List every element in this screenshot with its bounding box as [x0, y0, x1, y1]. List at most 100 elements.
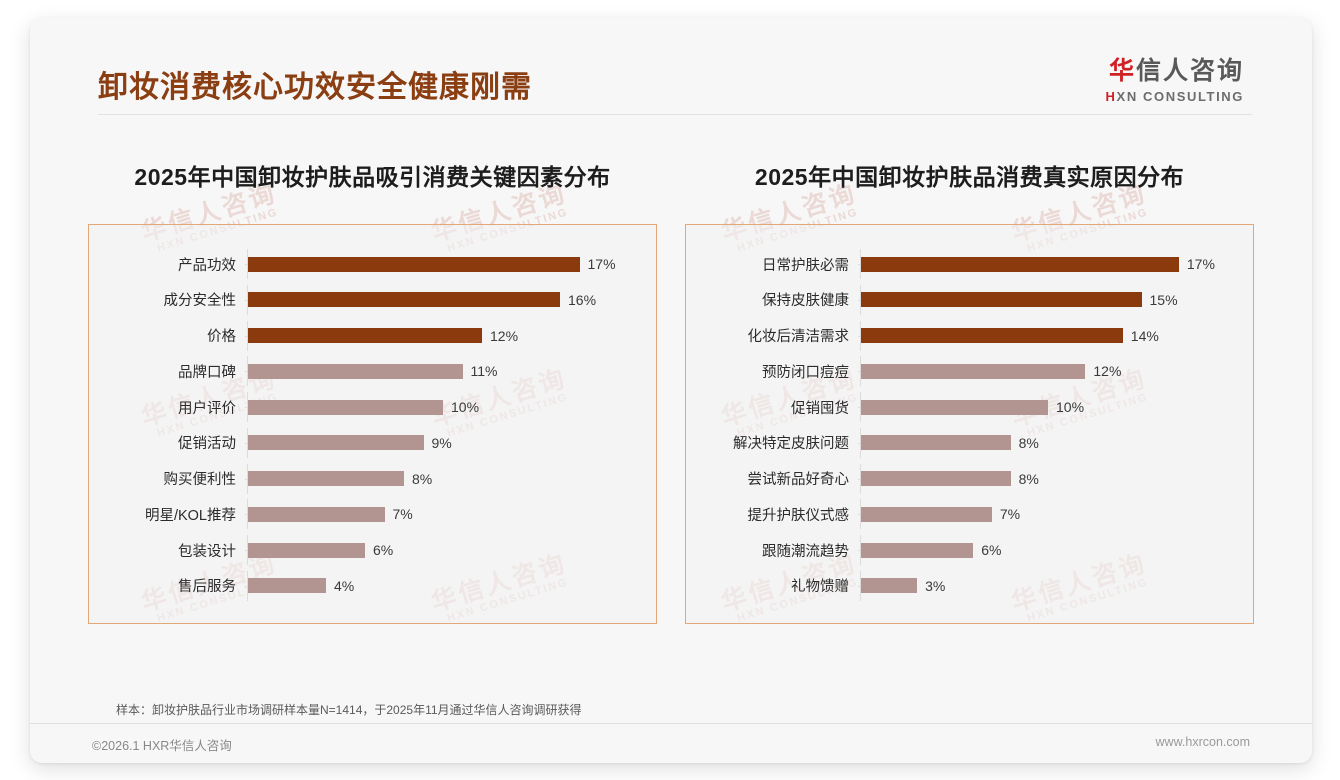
logo-rest-char: 信人咨询	[1135, 57, 1244, 85]
chart-panel: 产品功效 17% 成分安全性 16% 价格 12% 品牌口碑 11% 用户评价 10% 促销活动 9%…	[88, 224, 657, 624]
logo-chinese-text: 华信人咨询	[1106, 57, 1244, 86]
bar-track: 14%	[858, 320, 1235, 351]
bar-value-label: 8%	[1018, 470, 1039, 487]
bar-category-label: 包装设计	[178, 543, 236, 560]
bar-row: 礼物馈赠 3%	[692, 570, 1235, 601]
bar-track: 3%	[858, 570, 1235, 601]
bar[interactable]	[248, 506, 385, 522]
bar-track: 12%	[858, 356, 1235, 387]
bar[interactable]	[248, 471, 404, 487]
sample-footnote: 样本：卸妆护肤品行业市场调研样本量N=1414，于2025年11月通过华信人咨询…	[116, 703, 582, 717]
bar[interactable]	[861, 542, 974, 558]
bar-category-label: 保持皮肤健康	[762, 293, 849, 310]
bar-track: 10%	[245, 392, 638, 423]
bar[interactable]	[861, 578, 918, 594]
footer-divider	[30, 723, 1312, 724]
bar-value-label: 15%	[1149, 291, 1178, 308]
bar-value-label: 7%	[999, 506, 1021, 523]
bar-value-label: 14%	[1130, 327, 1159, 344]
bar-category-label: 预防闭口痘痘	[762, 364, 849, 381]
bar-category-label: 价格	[207, 329, 236, 346]
bar[interactable]	[861, 399, 1048, 415]
bar-row: 包装设计 6%	[95, 535, 638, 566]
website-link[interactable]: www.hxrcon.com	[1155, 735, 1250, 749]
bar-value-label: 6%	[373, 542, 394, 559]
bar[interactable]	[861, 435, 1011, 451]
copyright-text: ©2026.1 HXR华信人咨询	[92, 739, 232, 753]
bar-value-label: 16%	[568, 291, 597, 308]
bar-track: 17%	[245, 249, 638, 279]
header-divider	[98, 114, 1252, 115]
bar-category-label: 用户评价	[178, 400, 236, 417]
bar-row: 预防闭口痘痘 12%	[692, 356, 1235, 387]
bar-value-label: 17%	[587, 256, 616, 272]
bar-category-label: 产品功效	[178, 257, 236, 274]
bar-category-label: 礼物馈赠	[791, 579, 849, 596]
bar-track: 8%	[245, 463, 638, 494]
bar-track: 10%	[858, 392, 1235, 423]
bar-track: 8%	[858, 463, 1235, 494]
chart-column-2: 2025年中国卸妆护肤品消费真实原因分布 日常护肤必需 17% 保持皮肤健康 15% 化妆…	[671, 158, 1312, 624]
company-logo: 华信人咨询 HXN CONSULTING	[1106, 57, 1244, 104]
bar-category-label: 化妆后清洁需求	[747, 329, 850, 346]
bar-category-label: 成分安全性	[163, 293, 237, 310]
chart-title: 2025年中国卸妆护肤品消费真实原因分布	[754, 164, 1185, 190]
bar-value-label: 4%	[334, 577, 355, 594]
bar-track: 7%	[245, 499, 638, 530]
bar-row: 购买便利性 8%	[95, 463, 638, 494]
bar-category-label: 提升护肤仪式感	[747, 507, 850, 524]
bar-track: 4%	[245, 570, 638, 601]
bar-value-label: 6%	[981, 542, 1002, 559]
chart-title: 2025年中国卸妆护肤品吸引消费关键因素分布	[134, 164, 611, 190]
bar-value-label: 10%	[1056, 399, 1085, 416]
bar-row: 促销活动 9%	[95, 427, 638, 458]
bar-category-label: 明星/KOL推荐	[144, 507, 236, 524]
bar[interactable]	[861, 328, 1123, 344]
bar[interactable]	[248, 435, 424, 451]
bar[interactable]	[248, 328, 482, 344]
bar-value-label: 8%	[412, 470, 433, 487]
bar-row: 跟随潮流趋势 6%	[692, 535, 1235, 566]
bar-value-label: 10%	[451, 399, 480, 416]
bar[interactable]	[861, 292, 1142, 308]
chart-column-1: 2025年中国卸妆护肤品吸引消费关键因素分布产品功效 17% 成分安全性 16% 价格 1…	[30, 158, 671, 624]
bar-category-label: 购买便利性	[163, 472, 237, 489]
bar-category-label: 促销活动	[178, 436, 236, 453]
bar-row: 保持皮肤健康 15%	[692, 284, 1235, 315]
bar-value-label: 8%	[1018, 434, 1039, 451]
bar-row: 成分安全性 16%	[95, 284, 638, 315]
logo-en-rest: XN CONSULTING	[1116, 88, 1244, 104]
bar[interactable]	[248, 363, 463, 379]
bar-row: 用户评价 10%	[95, 392, 638, 423]
bar-track: 11%	[245, 356, 638, 387]
slide-canvas: 华信人咨询 HXN CONSULTING 华信人咨询 HXN CONSULTING华信…	[30, 18, 1312, 763]
bar-row: 价格 12%	[95, 320, 638, 351]
bar-category-label: 日常护肤必需	[762, 257, 849, 274]
chart-panel: 日常护肤必需 17% 保持皮肤健康 15% 化妆后清洁需求 14% 预防闭口痘痘 12% 促销囤…	[685, 224, 1254, 624]
bar-track: 16%	[245, 284, 638, 315]
bar[interactable]	[248, 292, 560, 308]
bar[interactable]	[248, 542, 365, 558]
bar-value-label: 12%	[490, 327, 519, 344]
bar-category-label: 解决特定皮肤问题	[733, 436, 849, 453]
bar[interactable]	[861, 256, 1179, 272]
bar[interactable]	[248, 256, 580, 272]
bar-row: 售后服务 4%	[95, 570, 638, 601]
bar[interactable]	[248, 578, 326, 594]
bar-row: 品牌口碑 11%	[95, 356, 638, 387]
bar-category-label: 促销囤货	[791, 400, 849, 417]
logo-english-text: HXN CONSULTING	[1106, 89, 1244, 104]
bar-row: 解决特定皮肤问题 8%	[692, 427, 1235, 458]
bar-value-label: 3%	[925, 577, 946, 594]
bar-row: 明星/KOL推荐 7%	[95, 499, 638, 530]
bar[interactable]	[861, 471, 1011, 487]
slide-header: 卸妆消费核心功效安全健康刚需 华信人咨询 HXN CONSULTING	[30, 18, 1312, 110]
bar[interactable]	[861, 506, 992, 522]
page-title: 卸妆消费核心功效安全健康刚需	[98, 71, 532, 104]
bar-row: 产品功效 17%	[95, 249, 638, 279]
bar[interactable]	[248, 399, 443, 415]
bar-track: 6%	[245, 535, 638, 566]
bar[interactable]	[861, 363, 1086, 379]
bar-row: 促销囤货 10%	[692, 392, 1235, 423]
bar-category-label: 售后服务	[178, 579, 236, 596]
